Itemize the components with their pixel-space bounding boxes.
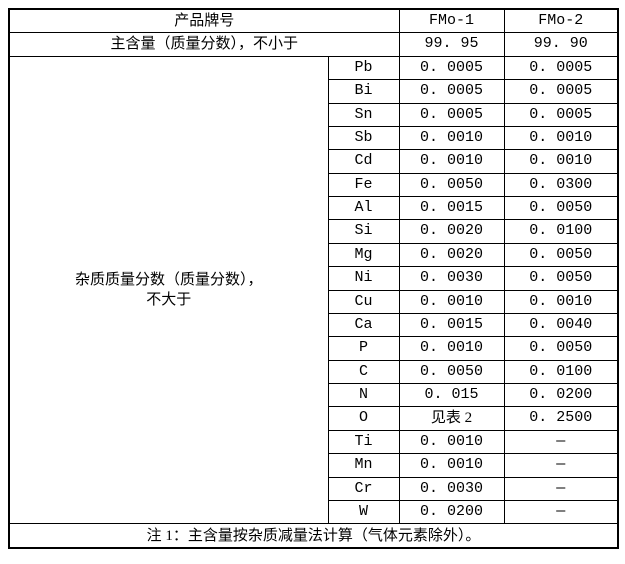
element-cell: Sb: [327, 125, 400, 151]
main-content-fmo2-cell: 99. 90: [503, 32, 619, 57]
fmo2-value-cell: 0. 0010: [503, 289, 619, 314]
impurity-label-line2: 不大于: [146, 292, 192, 309]
note-cell: 注 1：主含量按杂质减量法计算（气体元素除外）。: [8, 523, 619, 549]
spec-table: 产品牌号 FMo-1 FMo-2 主含量（质量分数），不小于 99. 95 99…: [8, 8, 620, 549]
impurity-label-cell: 杂质质量分数（质量分数）， 不大于: [8, 55, 329, 525]
fmo2-value-cell: 0. 0050: [503, 336, 619, 361]
element-cell: Cu: [327, 289, 400, 314]
fmo1-value-cell: 0. 0005: [398, 102, 505, 127]
fmo2-value-cell: —: [503, 453, 619, 478]
fmo2-value-cell: —: [503, 476, 619, 501]
fmo1-value-cell: 0. 0030: [398, 476, 505, 501]
fmo2-value-cell: 0. 0050: [503, 242, 619, 268]
spec-table-container: 产品牌号 FMo-1 FMo-2 主含量（质量分数），不小于 99. 95 99…: [8, 8, 620, 549]
impurity-row: C 0. 0050 0. 0100: [9, 359, 619, 385]
fmo2-value-cell: 0. 2500: [503, 406, 619, 431]
impurity-row: 杂质质量分数（质量分数）， 不大于 Pb 0. 0005 0. 0005: [8, 55, 619, 525]
main-content-fmo1-cell: 99. 95: [398, 32, 505, 57]
header-row: 产品牌号 FMo-1 FMo-2: [8, 8, 619, 34]
main-content-label-cell: 主含量（质量分数），不小于: [8, 32, 400, 57]
impurity-row: Sn 0. 0005 0. 0005: [9, 102, 619, 127]
impurity-row: Mn 0. 0010—: [9, 453, 619, 478]
fmo2-value-cell: 0. 0010: [503, 125, 619, 151]
note-row: 注 1：主含量按杂质减量法计算（气体元素除外）。: [8, 523, 619, 549]
impurity-row: Cu 0. 0010 0. 0010: [9, 289, 619, 314]
grade2-header-cell: FMo-2: [503, 8, 619, 34]
fmo2-value-cell: 0. 0005: [503, 55, 619, 81]
impurity-row: Bi 0. 0005 0. 0005: [9, 79, 619, 104]
fmo1-value-cell: 0. 0015: [398, 196, 505, 221]
impurity-row: Si 0. 0020 0. 0100: [9, 219, 619, 244]
impurity-row: Ca 0. 0015 0. 0040: [9, 312, 619, 338]
fmo1-value-cell: 0. 0200: [398, 499, 505, 525]
fmo2-value-cell: —: [503, 499, 619, 525]
element-cell: P: [327, 336, 400, 361]
element-cell: Cr: [327, 476, 400, 501]
fmo1-value-cell: 0. 0010: [398, 149, 505, 174]
impurity-row: O 见表 2 0. 2500: [9, 406, 619, 431]
impurity-row: Al 0. 0015 0. 0050: [9, 196, 619, 221]
impurity-row: N 0. 015 0. 0200: [9, 383, 619, 408]
element-cell: Si: [327, 219, 400, 244]
fmo1-value-cell: 0. 0010: [398, 429, 505, 455]
element-cell: Pb: [327, 55, 400, 81]
fmo2-value-cell: 0. 0040: [503, 312, 619, 338]
fmo2-value-cell: 0. 0050: [503, 266, 619, 291]
element-cell: Ni: [327, 266, 400, 291]
element-cell: Mn: [327, 453, 400, 478]
fmo2-value-cell: 0. 0005: [503, 102, 619, 127]
fmo2-value-cell: —: [503, 429, 619, 455]
fmo1-value-cell: 0. 0020: [398, 242, 505, 268]
element-cell: Fe: [327, 172, 400, 198]
fmo1-value-cell: 0. 0050: [398, 359, 505, 385]
impurity-row: Cd 0. 0010 0. 0010: [9, 149, 619, 174]
fmo2-value-cell: 0. 0300: [503, 172, 619, 198]
grade1-header-cell: FMo-1: [398, 8, 505, 34]
element-cell: Ti: [327, 429, 400, 455]
fmo1-value-cell: 0. 015: [398, 383, 505, 408]
impurity-row: W 0. 0200—: [9, 499, 619, 525]
fmo1-value-cell: 0. 0005: [398, 55, 505, 81]
element-cell: N: [327, 383, 400, 408]
fmo1-value-cell: 见表 2: [398, 406, 505, 431]
fmo2-value-cell: 0. 0200: [503, 383, 619, 408]
element-cell: Cd: [327, 149, 400, 174]
fmo1-value-cell: 0. 0005: [398, 79, 505, 104]
fmo2-value-cell: 0. 0005: [503, 79, 619, 104]
fmo1-value-cell: 0. 0020: [398, 219, 505, 244]
element-cell: Al: [327, 196, 400, 221]
fmo1-value-cell: 0. 0010: [398, 453, 505, 478]
element-cell: Sn: [327, 102, 400, 127]
element-cell: W: [327, 499, 400, 525]
fmo1-value-cell: 0. 0010: [398, 289, 505, 314]
element-cell: Mg: [327, 242, 400, 268]
fmo2-value-cell: 0. 0010: [503, 149, 619, 174]
main-content-row: 主含量（质量分数），不小于 99. 95 99. 90: [8, 32, 619, 57]
fmo2-value-cell: 0. 0100: [503, 359, 619, 385]
element-cell: C: [327, 359, 400, 385]
fmo1-value-cell: 0. 0050: [398, 172, 505, 198]
element-cell: Bi: [327, 79, 400, 104]
impurity-row: Fe 0. 0050 0. 0300: [9, 172, 619, 198]
impurity-row: Mg 0. 0020 0. 0050: [9, 242, 619, 268]
product-grade-label-cell: 产品牌号: [8, 8, 400, 34]
impurity-label-line1: 杂质质量分数（质量分数），: [74, 271, 263, 288]
element-cell: O: [327, 406, 400, 431]
fmo1-value-cell: 0. 0030: [398, 266, 505, 291]
fmo1-value-cell: 0. 0010: [398, 336, 505, 361]
impurity-row: Ni 0. 0030 0. 0050: [9, 266, 619, 291]
fmo2-value-cell: 0. 0050: [503, 196, 619, 221]
fmo1-value-cell: 0. 0015: [398, 312, 505, 338]
fmo1-value-cell: 0. 0010: [398, 125, 505, 151]
fmo2-value-cell: 0. 0100: [503, 219, 619, 244]
impurity-row: P 0. 0010 0. 0050: [9, 336, 619, 361]
element-cell: Ca: [327, 312, 400, 338]
impurity-row: Sb 0. 0010 0. 0010: [9, 125, 619, 151]
